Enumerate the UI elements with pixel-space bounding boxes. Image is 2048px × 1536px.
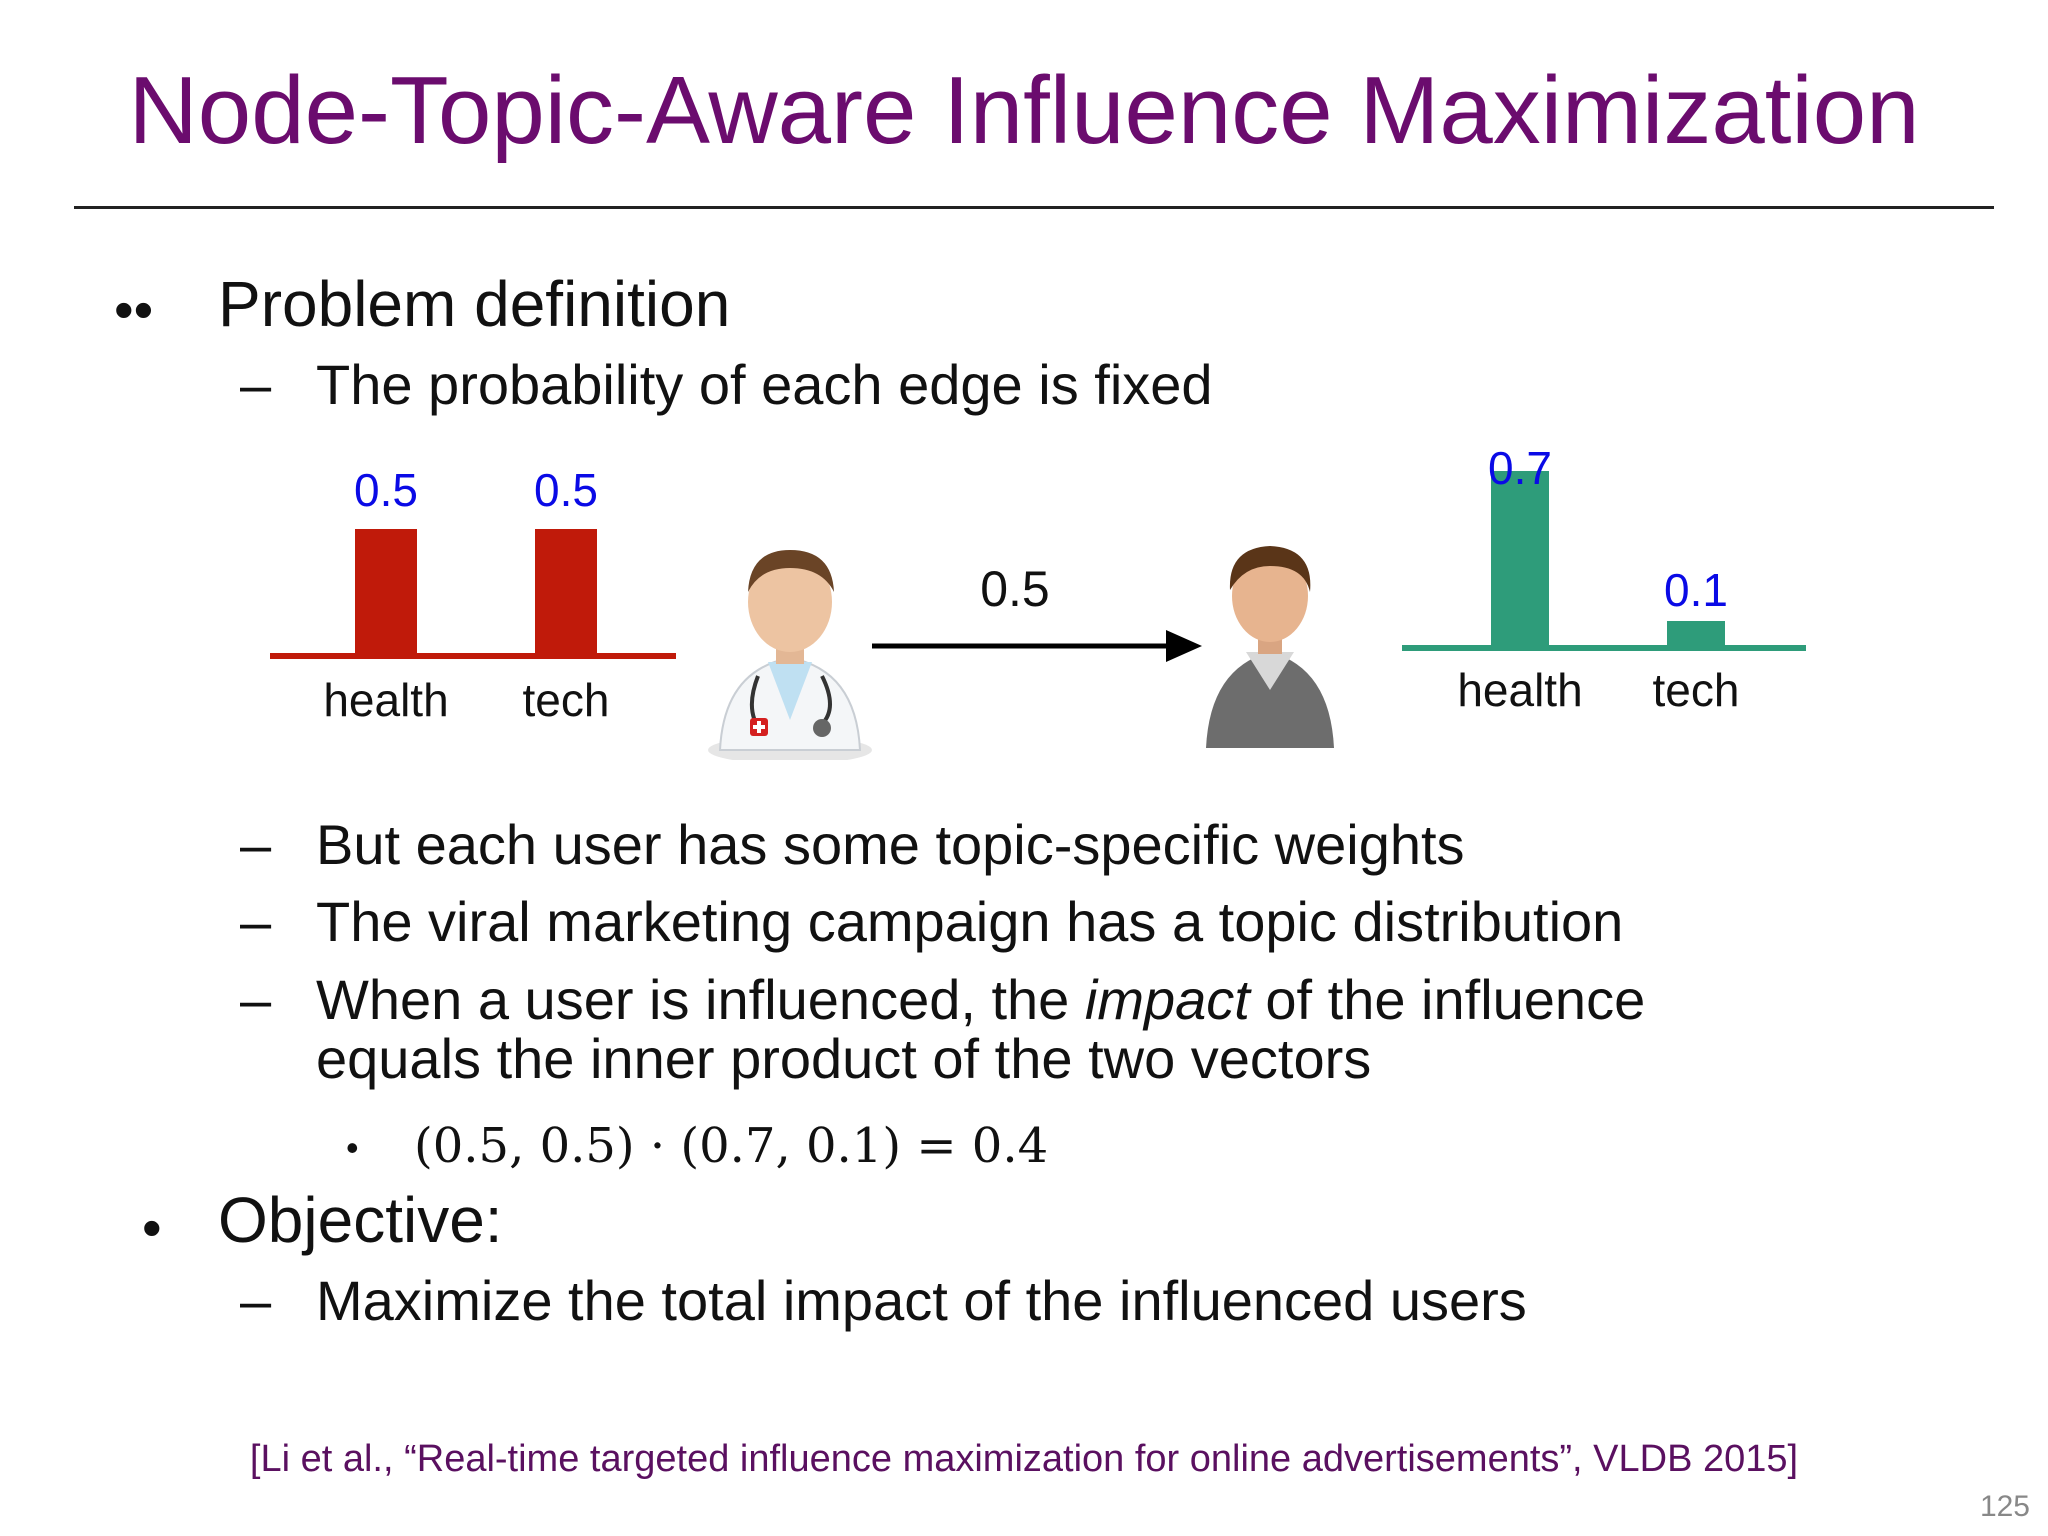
edge-probability-label: 0.5 — [980, 561, 1050, 617]
right-value-label-tech: 0.1 — [1664, 564, 1728, 616]
slide-title: Node-Topic-Aware Influence Maximization — [128, 57, 1920, 164]
subitem-edge-probability: The probability of each edge is fixed — [316, 353, 1213, 416]
bullet-marker: •• — [114, 278, 154, 341]
title-divider — [74, 206, 1994, 209]
dash-marker: – — [240, 813, 272, 876]
right-topic-chart: 0.7 0.1 health tech — [1402, 442, 1806, 716]
subitem-maximize-impact: Maximize the total impact of the influen… — [316, 1269, 1527, 1332]
user-icon — [1206, 546, 1334, 748]
dash-marker: – — [240, 353, 272, 416]
right-bar-health — [1491, 471, 1549, 646]
left-bar-health — [355, 529, 417, 654]
impact-text-before: When a user is influenced, the — [316, 968, 1085, 1031]
subitem-impact: When a user is influenced, the impact of… — [316, 968, 1646, 1031]
doctor-icon — [708, 550, 872, 760]
bullet-objective: Objective: — [218, 1184, 503, 1256]
impact-emphasis: impact — [1084, 968, 1250, 1031]
right-value-label-health: 0.7 — [1488, 442, 1552, 494]
dash-marker: – — [240, 890, 272, 953]
left-category-health: health — [323, 674, 448, 726]
bullet-problem-definition: Problem definition — [218, 268, 731, 340]
right-category-health: health — [1457, 664, 1582, 716]
subitem-topic-distribution: The viral marketing campaign has a topic… — [316, 890, 1624, 953]
subitem-impact-line2: equals the inner product of the two vect… — [316, 1027, 1372, 1090]
subitem-topic-weights: But each user has some topic-specific we… — [316, 813, 1465, 876]
influence-edge-arrow: 0.5 — [872, 561, 1202, 662]
inner-product-formula: (0.5, 0.5) · (0.7, 0.1) = 0.4 — [414, 1118, 1049, 1174]
left-category-tech: tech — [523, 674, 610, 726]
formula-marker: • — [346, 1127, 359, 1168]
topic-diagram: 0.5 0.5 health tech 0.5 0.7 — [270, 442, 1806, 760]
dash-marker: – — [240, 968, 272, 1031]
left-value-label-health: 0.5 — [354, 464, 418, 516]
left-value-label-tech: 0.5 — [534, 464, 598, 516]
left-bar-tech — [535, 529, 597, 654]
citation: [Li et al., “Real-time targeted influenc… — [249, 1438, 1799, 1480]
dash-marker: – — [240, 1269, 272, 1332]
right-category-tech: tech — [1653, 664, 1740, 716]
bullet-marker: • — [142, 1196, 162, 1259]
right-bar-tech — [1667, 621, 1725, 646]
page-number: 125 — [1979, 1490, 2030, 1523]
impact-text-after: of the influence — [1249, 968, 1646, 1031]
left-topic-chart: 0.5 0.5 health tech — [270, 464, 676, 726]
